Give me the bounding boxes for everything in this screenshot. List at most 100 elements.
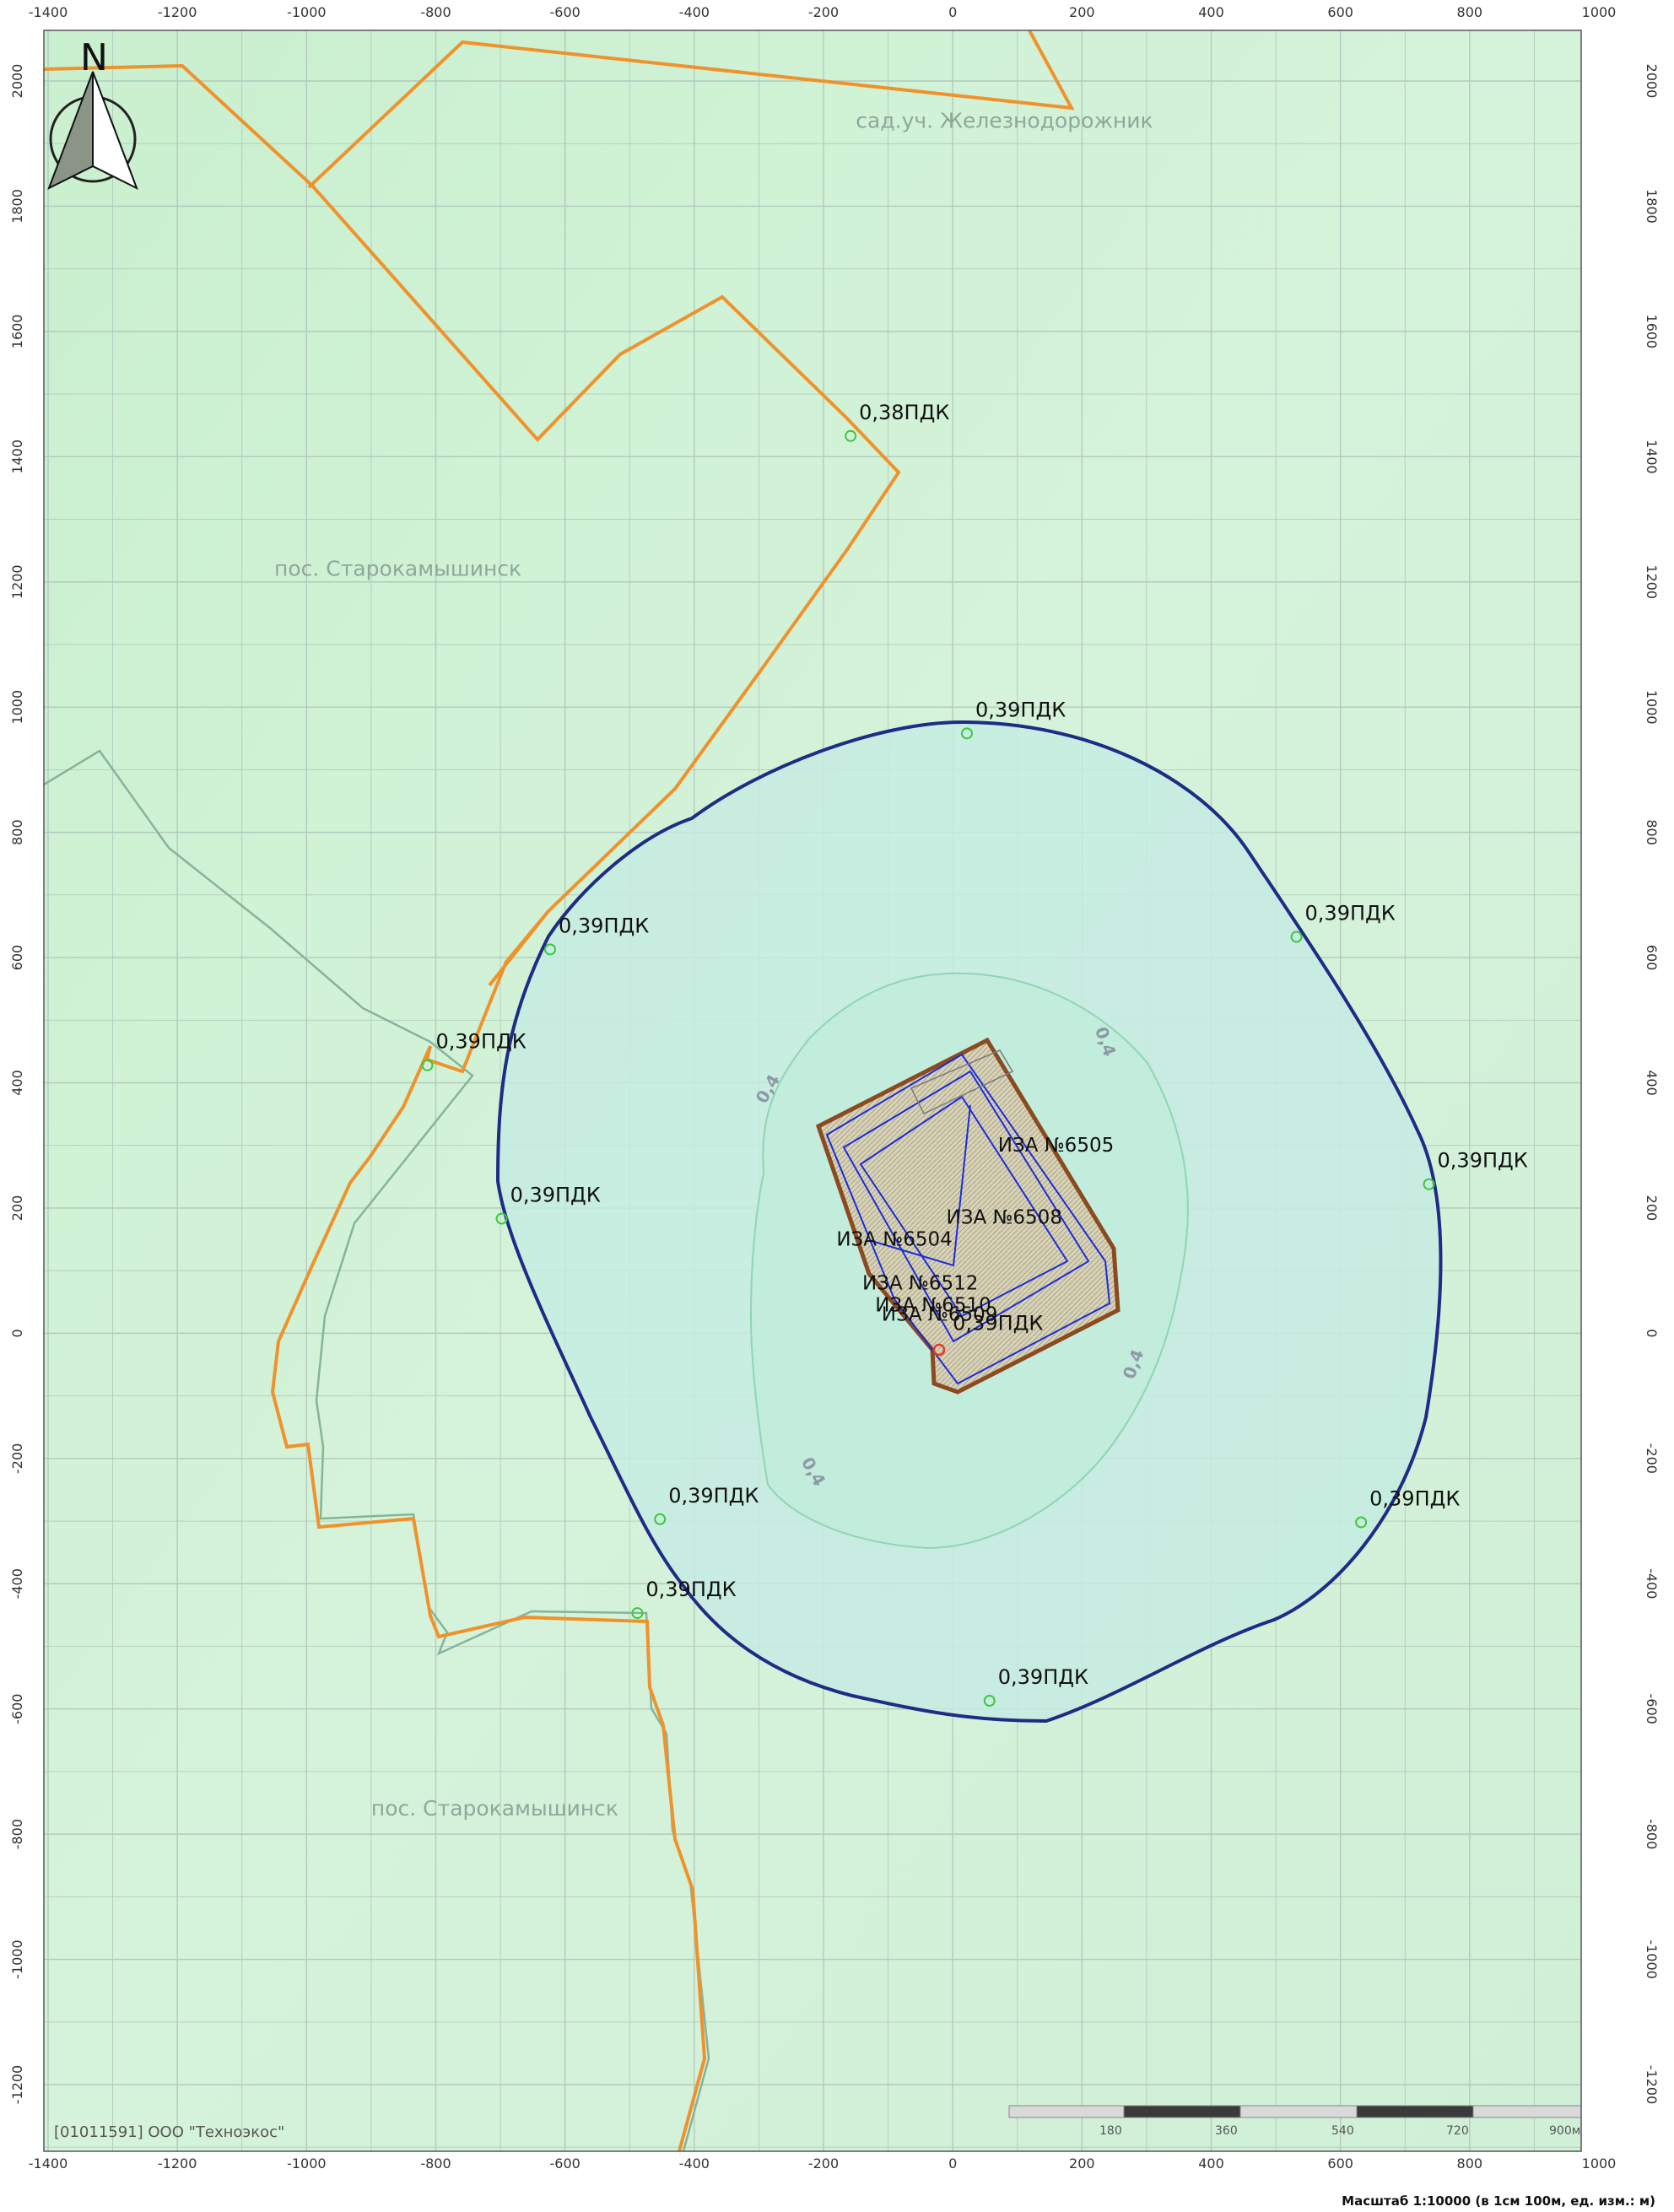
x-tick-label: -400 <box>679 2155 710 2172</box>
y-tick-label: -1200 <box>1644 2065 1660 2105</box>
industrial-site[interactable] <box>815 1037 1120 1395</box>
north-arrow-right-half <box>92 71 138 191</box>
scale-bar: 180 360 540 720 900м <box>1008 2105 1581 2138</box>
contour-039-pdk <box>495 720 1443 1724</box>
site-area <box>815 1037 1120 1395</box>
x-axis-bottom: -1400 -1200 -1000 -800 -600 -400 -200 0 200 400 60… <box>29 2155 1617 2172</box>
company-label: [01011591] ООО "Техноэкос" <box>54 2123 284 2141</box>
source-label: ИЗА №6509 <box>882 1304 997 1326</box>
pdk-label: 0,38ПДК <box>859 401 949 424</box>
pdk-point-marker <box>983 1695 996 1707</box>
y-axis-right: 2000180016001400120010008006004002000-20… <box>1644 64 1660 2105</box>
scale-caption: Масштаб 1:10000 (в 1см 100м, ед. изм.: м… <box>1342 2193 1655 2209</box>
x-tick-label: -1200 <box>158 2155 197 2172</box>
y-tick-label: 600 <box>9 945 25 971</box>
pdk-markers <box>421 429 1435 1707</box>
scale-segment-3 <box>1239 2105 1358 2118</box>
x-tick-label: 600 <box>1327 2155 1353 2172</box>
pdk-label: 0,39ПДК <box>1369 1486 1460 1510</box>
place-label: сад.уч. Железнодорожник <box>856 109 1153 133</box>
y-tick-label: -600 <box>1644 1694 1660 1724</box>
map-frame <box>43 30 1582 2152</box>
x-tick-label: -800 <box>420 2155 451 2172</box>
y-tick-label: 1200 <box>9 564 25 599</box>
x-tick-label: -1400 <box>29 4 68 20</box>
x-tick-label: 600 <box>1327 4 1353 20</box>
scale-segment-2 <box>1123 2105 1241 2118</box>
pdk-point-marker <box>1355 1516 1368 1529</box>
pdk-label: 0,39ПДК <box>1305 902 1396 925</box>
pdk-point-marker <box>1290 931 1303 943</box>
x-tick-label: -600 <box>550 2155 580 2172</box>
y-tick-label: 1000 <box>9 690 25 725</box>
source-outline-b <box>842 1070 1090 1343</box>
pdk-point-marker <box>631 1607 644 1620</box>
y-tick-label: -800 <box>1644 1819 1660 1849</box>
north-arrow: N <box>47 36 138 191</box>
y-tick-label: -1000 <box>1644 1940 1660 1979</box>
source-6505-outline <box>825 1053 1111 1385</box>
source-outline-e <box>910 1049 1014 1114</box>
x-tick-label: -200 <box>808 4 839 20</box>
y-tick-label: -800 <box>9 1819 25 1849</box>
scale-label-360: 360 <box>1215 2124 1238 2138</box>
x-tick-label: -600 <box>550 4 580 20</box>
x-tick-label: 200 <box>1069 2155 1095 2172</box>
pdk-point-marker <box>421 1059 434 1071</box>
source-label: ИЗА №6508 <box>947 1206 1062 1228</box>
x-tick-label: -400 <box>679 4 710 20</box>
y-tick-label: -200 <box>9 1443 25 1474</box>
x-tick-label: 800 <box>1457 2155 1483 2172</box>
district-boundary-line <box>44 749 710 2151</box>
north-letter: N <box>80 36 108 79</box>
x-tick-label: -800 <box>420 4 451 20</box>
scale-label-540: 540 <box>1331 2124 1354 2138</box>
y-tick-label: -600 <box>9 1694 25 1724</box>
x-tick-label: 0 <box>948 4 957 20</box>
source-outline-d <box>868 1104 971 1267</box>
x-tick-label: -1200 <box>158 4 197 20</box>
y-tick-label: 800 <box>1644 819 1660 845</box>
y-tick-label: 2000 <box>1644 64 1660 99</box>
pdk-label: 0,39ПДК <box>1438 1149 1528 1173</box>
pdk-point-marker <box>495 1212 508 1225</box>
x-tick-label: 800 <box>1457 4 1483 20</box>
y-tick-label: 1200 <box>1644 564 1660 599</box>
pdk-label: 0,39ПДК <box>436 1030 526 1054</box>
y-tick-label: 0 <box>9 1329 25 1337</box>
y-tick-label: -400 <box>9 1568 25 1599</box>
x-tick-label: -200 <box>808 2155 839 2172</box>
y-tick-label: 1800 <box>9 189 25 224</box>
place-labels: сад.уч. Железнодорожник пос. Старокамышин… <box>274 109 1153 1821</box>
place-label: пос. Старокамышинск <box>371 1796 618 1821</box>
x-axis-top: -1400 -1200 -1000 -800 -600 -400 -200 0 200 400 60… <box>29 4 1617 20</box>
y-tick-label: 2000 <box>9 64 25 99</box>
pdk-label: 0,39ПДК <box>975 698 1066 721</box>
y-tick-label: 1400 <box>9 440 25 474</box>
y-tick-label: 800 <box>9 819 25 845</box>
pdk-label: 0,39ПДК <box>559 914 649 937</box>
x-tick-label: 1000 <box>1582 4 1617 20</box>
y-tick-label: 200 <box>9 1195 25 1222</box>
x-tick-label: -1000 <box>287 4 327 20</box>
pdk-label: 0,39ПДК <box>998 1665 1088 1689</box>
source-marker <box>932 1343 946 1357</box>
pdk-point-marker <box>544 943 557 956</box>
y-tick-label: 1600 <box>1644 315 1660 349</box>
x-tick-label: -1400 <box>29 2155 68 2172</box>
pdk-label: 0,39ПДК <box>953 1312 1043 1335</box>
source-label: ИЗА №6505 <box>998 1135 1114 1157</box>
x-tick-label: 400 <box>1198 2155 1224 2172</box>
scale-label-180: 180 <box>1099 2124 1122 2138</box>
x-tick-label: 400 <box>1198 4 1224 20</box>
y-tick-label: -200 <box>1644 1443 1660 1474</box>
pdk-point-marker <box>845 429 857 442</box>
y-tick-label: 1800 <box>1644 189 1660 224</box>
x-tick-label: 0 <box>948 2155 957 2172</box>
scale-segment-1 <box>1008 2105 1125 2118</box>
y-tick-label: 0 <box>1644 1329 1660 1337</box>
pdk-labels: 0,38ПДК 0,39ПДК 0,39ПДК 0,39ПДК 0,39ПДК 0,39П… <box>436 401 1528 1689</box>
y-tick-label: 600 <box>1644 945 1660 971</box>
